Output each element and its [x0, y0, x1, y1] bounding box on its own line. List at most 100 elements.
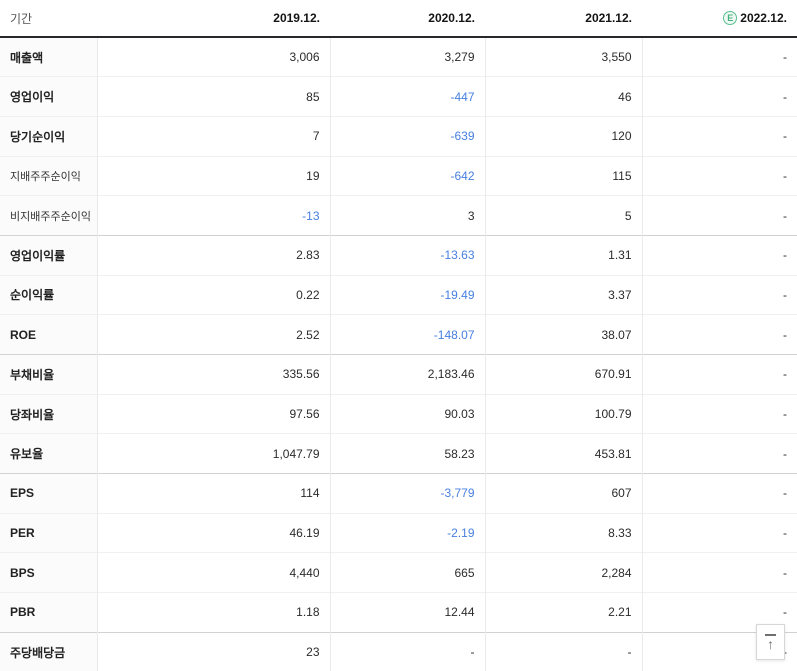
cell-2019: 19: [96, 155, 330, 196]
column-header-2021: 2021.12.: [485, 0, 642, 38]
row-label: 유보율: [0, 433, 97, 474]
cell-2020: -447: [329, 76, 485, 117]
cell-2020: 3,279: [329, 37, 485, 77]
cell-2022-estimate: -: [641, 155, 797, 196]
cell-2020: -19.49: [329, 274, 485, 315]
cell-2021: 120: [484, 115, 642, 157]
table-row: 영업이익 85 -447 46 -: [0, 76, 797, 117]
row-label: 매출액: [0, 37, 97, 77]
cell-2021: 670.91: [484, 354, 642, 395]
cell-2021: 100.79: [484, 393, 642, 434]
row-label: 지배주주순이익: [0, 155, 97, 196]
table-row: 순이익률 0.22 -19.49 3.37 -: [0, 274, 797, 315]
period-header: 기간: [0, 0, 97, 38]
table-row: 당기순이익 7 -639 120 -: [0, 115, 797, 157]
cell-2021: 3,550: [484, 37, 642, 77]
scroll-to-top-bar: [765, 633, 776, 636]
row-label: BPS: [0, 552, 97, 593]
cell-2022-estimate: -: [641, 512, 797, 553]
cell-2020: 665: [329, 552, 485, 593]
table-row: PBR 1.18 12.44 2.21 -: [0, 592, 797, 633]
cell-2021: 453.81: [484, 433, 642, 474]
cell-2022-estimate: -: [641, 314, 797, 355]
cell-2019: 335.56: [96, 354, 330, 395]
cell-2022-estimate: -: [641, 393, 797, 434]
cell-2020: 58.23: [329, 433, 485, 474]
cell-2021: 46: [484, 76, 642, 117]
table-row: EPS 114 -3,779 607 -: [0, 473, 797, 514]
estimate-icon: E: [723, 11, 738, 25]
arrow-up-icon: ↑: [767, 635, 774, 652]
cell-2021: 2.21: [484, 592, 642, 633]
row-label: 당기순이익: [0, 115, 97, 157]
table-row: ROE 2.52 -148.07 38.07 -: [0, 314, 797, 355]
table-row: 영업이익률 2.83 -13.63 1.31 -: [0, 234, 797, 276]
cell-2020: -13.63: [329, 234, 485, 276]
cell-2022-estimate: -: [641, 195, 797, 236]
row-label: EPS: [0, 473, 97, 514]
cell-2021: 38.07: [484, 314, 642, 355]
table-row: 유보율 1,047.79 58.23 453.81 -: [0, 433, 797, 474]
cell-2022-estimate: -: [641, 473, 797, 514]
column-header-2022-estimate: E 2022.12.: [642, 0, 797, 38]
cell-2020: -639: [329, 115, 485, 157]
cell-2019: 114: [96, 473, 330, 514]
column-header-2022-label: 2022.12.: [740, 11, 787, 25]
table-row: BPS 4,440 665 2,284 -: [0, 552, 797, 593]
cell-2022-estimate: -: [641, 354, 797, 395]
cell-2019: 23: [96, 631, 330, 671]
cell-2022-estimate: -: [641, 274, 797, 315]
cell-2019: 46.19: [96, 512, 330, 553]
cell-2020: -2.19: [329, 512, 485, 553]
row-label: PBR: [0, 592, 97, 633]
cell-2020: -3,779: [329, 473, 485, 514]
cell-2022-estimate: -: [641, 234, 797, 276]
cell-2019: 3,006: [96, 37, 330, 77]
cell-2022-estimate: -: [641, 115, 797, 157]
cell-2020: 2,183.46: [329, 354, 485, 395]
cell-2019: 7: [96, 115, 330, 157]
cell-2020: 12.44: [329, 592, 485, 633]
cell-2020: -642: [329, 155, 485, 196]
cell-2022-estimate: -: [641, 433, 797, 474]
table-row: 주당배당금 23 - - -: [0, 631, 797, 671]
cell-2021: 5: [484, 195, 642, 236]
cell-2021: 2,284: [484, 552, 642, 593]
table-row: 비지배주주순이익 -13 3 5 -: [0, 195, 797, 236]
cell-2022-estimate: -: [641, 552, 797, 593]
cell-2019: 1.18: [96, 592, 330, 633]
table-header-row: 기간 2019.12. 2020.12. 2021.12. E 2022.12.: [0, 0, 797, 38]
cell-2021: 3.37: [484, 274, 642, 315]
cell-2021: 8.33: [484, 512, 642, 553]
row-label: PER: [0, 512, 97, 553]
table-row: 당좌비율 97.56 90.03 100.79 -: [0, 393, 797, 434]
cell-2020: -: [329, 631, 485, 671]
row-label: 영업이익률: [0, 234, 97, 276]
row-label: 영업이익: [0, 76, 97, 117]
row-label: 부채비율: [0, 354, 97, 395]
column-header-2019: 2019.12.: [97, 0, 330, 38]
cell-2021: 1.31: [484, 234, 642, 276]
cell-2021: -: [484, 631, 642, 671]
cell-2019: 0.22: [96, 274, 330, 315]
cell-2019: 1,047.79: [96, 433, 330, 474]
cell-2022-estimate: -: [641, 76, 797, 117]
table-row: 매출액 3,006 3,279 3,550 -: [0, 37, 797, 77]
cell-2021: 607: [484, 473, 642, 514]
table-row: PER 46.19 -2.19 8.33 -: [0, 512, 797, 553]
cell-2022-estimate: -: [641, 37, 797, 77]
scroll-to-top-button[interactable]: ↑: [756, 624, 785, 660]
cell-2019: 85: [96, 76, 330, 117]
cell-2020: 90.03: [329, 393, 485, 434]
row-label: 주당배당금: [0, 631, 97, 671]
cell-2019: 2.52: [96, 314, 330, 355]
row-label: 비지배주주순이익: [0, 195, 97, 236]
financial-table-body: 매출액 3,006 3,279 3,550 - 영업이익 85 -447 46 …: [0, 37, 797, 671]
cell-2019: 2.83: [96, 234, 330, 276]
row-label: ROE: [0, 314, 97, 355]
cell-2021: 115: [484, 155, 642, 196]
row-label: 당좌비율: [0, 393, 97, 434]
row-label: 순이익률: [0, 274, 97, 315]
